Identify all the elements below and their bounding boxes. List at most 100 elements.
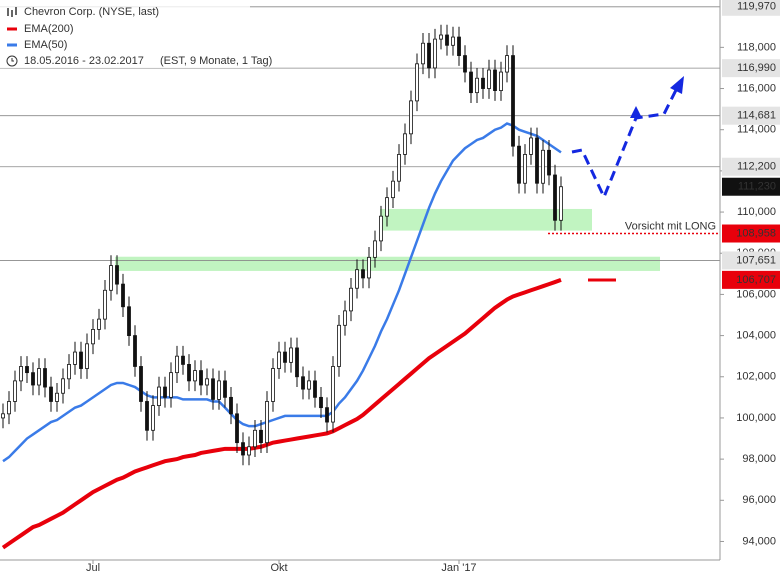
candle-body: [43, 368, 47, 388]
candle-body: [229, 396, 233, 415]
candle-body: [235, 413, 239, 444]
candle-body: [505, 55, 509, 73]
last-price-box: [722, 177, 780, 196]
candle-body: [103, 289, 107, 320]
candle-body: [1, 413, 5, 419]
y-tick-label: 114,000: [737, 124, 776, 136]
candle-body: [151, 405, 155, 431]
candle-body: [73, 351, 77, 365]
legend-icon: [7, 7, 17, 17]
candle-body: [145, 401, 149, 431]
candle-body: [523, 154, 527, 184]
candle-body: [289, 347, 293, 363]
candle-body: [181, 355, 185, 365]
y-tick-label: 110,000: [737, 206, 776, 218]
candle-body: [319, 396, 323, 409]
candle-body: [175, 355, 179, 374]
candle-body: [241, 442, 245, 456]
x-tick-label: Jul: [86, 562, 100, 574]
level-box-label: 119,970: [737, 1, 776, 13]
x-tick-label: Okt: [270, 562, 287, 574]
candle-body: [121, 283, 125, 308]
candle-body: [403, 133, 407, 155]
candle-body: [7, 401, 11, 415]
candle-body: [547, 149, 551, 176]
projection-arrow: [670, 76, 684, 94]
candle-body: [451, 36, 455, 46]
candle-body: [349, 287, 353, 312]
candle-body: [541, 149, 545, 184]
candle-body: [115, 265, 119, 285]
legend: Chevron Corp. (NYSE, last) EMA(200) EMA(…: [0, 2, 272, 68]
candle-body: [187, 364, 191, 382]
candle-body: [85, 343, 89, 369]
candle-body: [457, 36, 461, 56]
candle-body: [193, 370, 197, 382]
clock-icon: [11, 58, 14, 62]
candle-body: [253, 429, 257, 448]
y-tick-label: 116,000: [737, 82, 776, 94]
ema-box: [722, 270, 780, 289]
candle-body: [517, 145, 521, 184]
alert-text: Vorsicht mit LONG: [625, 220, 716, 232]
candle-body: [373, 240, 377, 258]
candle-body: [55, 392, 59, 402]
candle-body: [67, 364, 71, 380]
candle-body: [199, 370, 203, 386]
level-box: [722, 59, 780, 78]
candle-body: [475, 77, 479, 94]
legend-title: Chevron Corp. (NYSE, last): [24, 6, 159, 18]
y-tick-label: 104,000: [736, 329, 776, 341]
candle-body: [133, 335, 137, 367]
candle-body: [535, 137, 539, 184]
y-tick-label: 100,000: [736, 412, 776, 424]
candle-body: [265, 401, 269, 444]
clock-icon: [6, 55, 18, 67]
candle-body: [427, 42, 431, 69]
plot: [0, 6, 720, 550]
level-box-label: 112,200: [737, 161, 776, 173]
candle-body: [307, 380, 311, 390]
candle-body: [421, 42, 425, 65]
candle-body: [343, 310, 347, 326]
level-box: [722, 106, 780, 125]
candle-body: [439, 34, 443, 40]
candle-body: [247, 446, 251, 456]
candle-body: [109, 265, 113, 291]
y-tick-label: 96,000: [742, 494, 776, 506]
candle-body: [313, 380, 317, 398]
candle-body: [493, 69, 497, 91]
y-tick-label: 118,000: [737, 41, 776, 53]
projection-arrow: [630, 106, 642, 118]
candle-body: [379, 215, 383, 242]
candle-body: [397, 154, 401, 182]
candle-body: [205, 378, 209, 386]
alert-box: [722, 224, 780, 243]
candle-body: [415, 63, 419, 102]
support-zone: [115, 256, 660, 271]
candle-body: [463, 55, 467, 73]
level-box: [722, 0, 780, 16]
level-box: [722, 157, 780, 176]
candle-body: [25, 366, 29, 374]
candle-body: [91, 329, 95, 345]
candle-body: [553, 174, 557, 221]
y-tick-label: 102,000: [736, 371, 776, 383]
projection: [571, 89, 678, 201]
candle-body: [61, 378, 65, 394]
last-price-box-label: 111,230: [738, 181, 776, 193]
ema-line: [1, 277, 562, 550]
ema-box-label: 106,707: [736, 274, 776, 286]
level-box-label: 116,990: [737, 62, 776, 74]
legend-bg: [0, 2, 250, 68]
legend-label: EMA(200): [24, 23, 74, 35]
y-tick-label: 98,000: [742, 453, 776, 465]
candle-body: [385, 197, 389, 217]
candle-body: [163, 386, 167, 398]
legend-label: EMA(50): [24, 39, 67, 51]
alert-box-label: 108,958: [736, 227, 776, 239]
candle-body: [271, 368, 275, 402]
support-zone: [380, 208, 592, 231]
